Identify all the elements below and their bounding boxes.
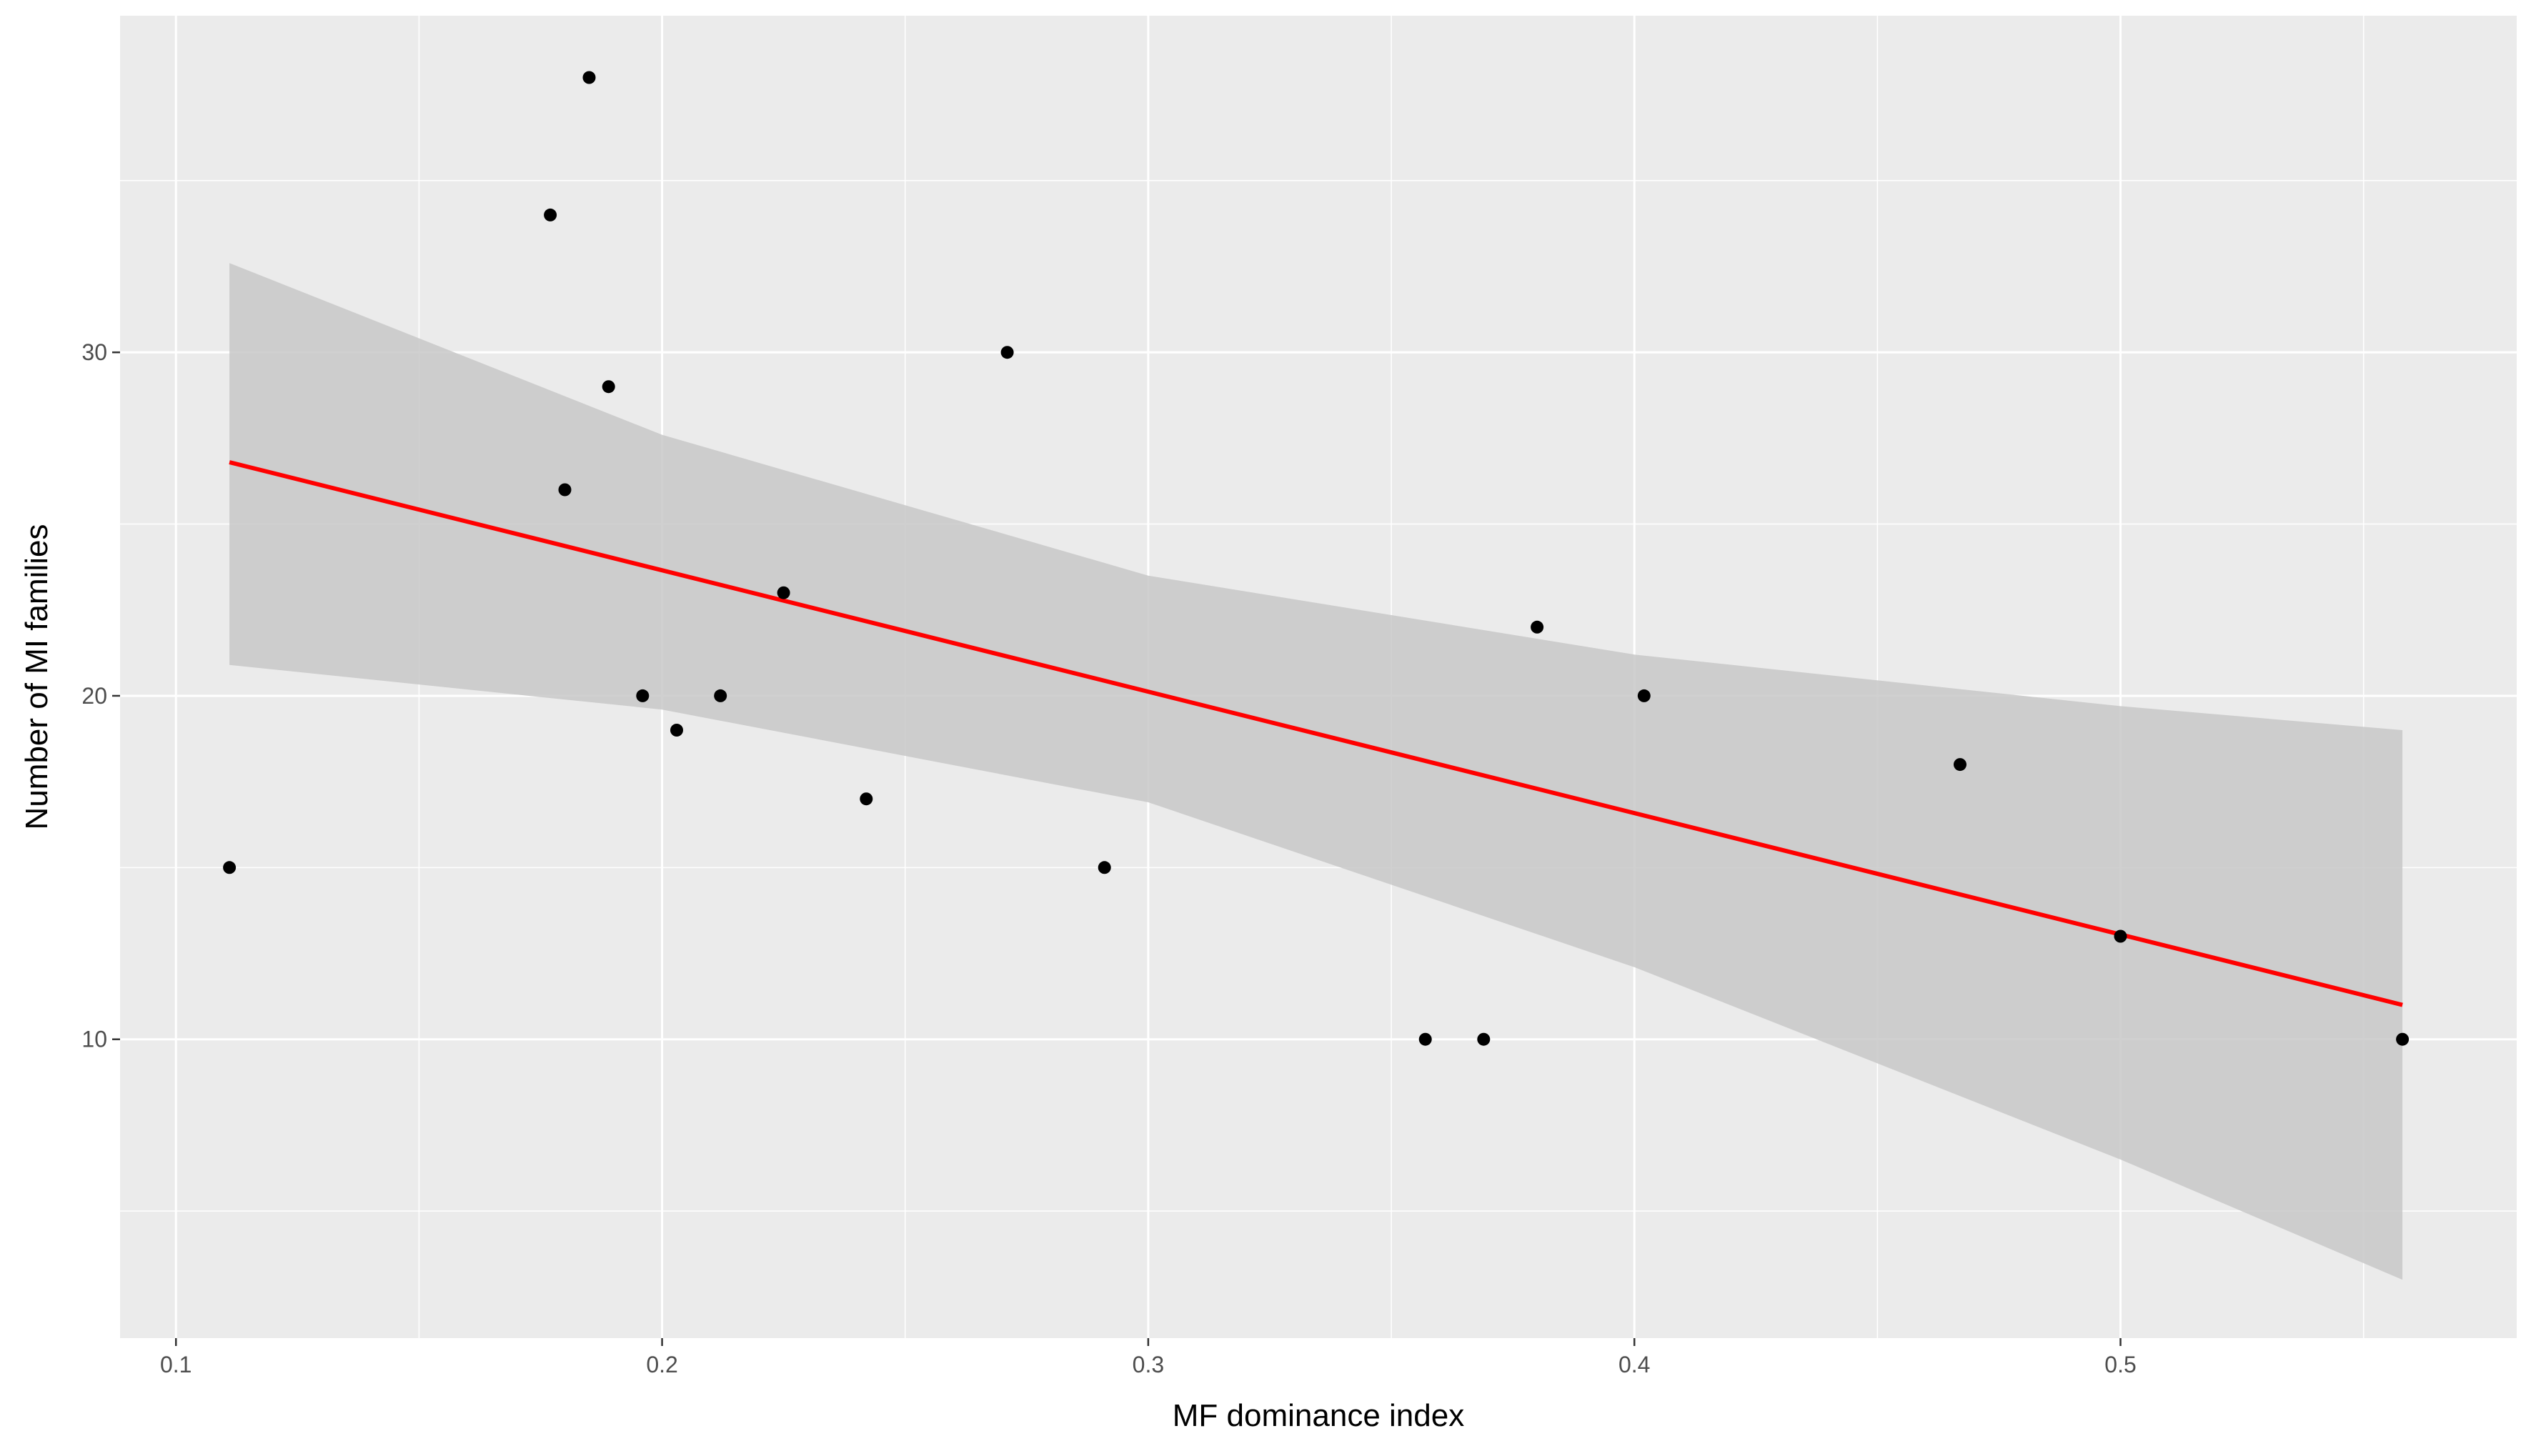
y-axis-title: Number of MI families: [19, 524, 54, 830]
data-point: [582, 71, 596, 84]
x-tick-label: 0.2: [646, 1352, 677, 1377]
data-point: [223, 861, 237, 874]
data-point: [1098, 861, 1111, 874]
x-axis: 0.1 0.2 0.3 0.4 0.5: [160, 1338, 2137, 1377]
data-point: [714, 689, 727, 702]
y-axis: 10 20 30: [81, 339, 120, 1052]
confidence-band-layer: [229, 263, 2403, 1280]
data-point: [1418, 1032, 1432, 1046]
data-point: [558, 483, 572, 497]
data-point: [1531, 620, 1544, 634]
data-point: [1477, 1032, 1491, 1046]
fit-line-layer: [229, 460, 2403, 1007]
y-tick-label: 10: [81, 1027, 107, 1052]
x-axis-title: MF dominance index: [1173, 1398, 1464, 1433]
data-point: [602, 380, 615, 394]
x-tick-label: 0.3: [1133, 1352, 1164, 1377]
data-point: [670, 724, 683, 737]
regression-line: [229, 460, 2403, 1007]
data-point: [1000, 346, 1014, 359]
y-tick-label: 20: [81, 683, 107, 709]
data-point: [2114, 929, 2127, 943]
y-tick-label: 30: [81, 339, 107, 365]
data-point: [2396, 1032, 2410, 1046]
data-points-layer: [223, 71, 2410, 1046]
data-point: [636, 689, 650, 702]
x-tick-label: 0.5: [2104, 1352, 2136, 1377]
data-point: [1637, 689, 1651, 702]
data-point: [544, 208, 557, 221]
x-tick-label: 0.1: [160, 1352, 192, 1377]
data-point: [777, 586, 790, 599]
confidence-band: [229, 263, 2403, 1280]
data-point: [860, 792, 873, 806]
data-point: [1954, 758, 1966, 772]
x-tick-label: 0.4: [1618, 1352, 1650, 1377]
